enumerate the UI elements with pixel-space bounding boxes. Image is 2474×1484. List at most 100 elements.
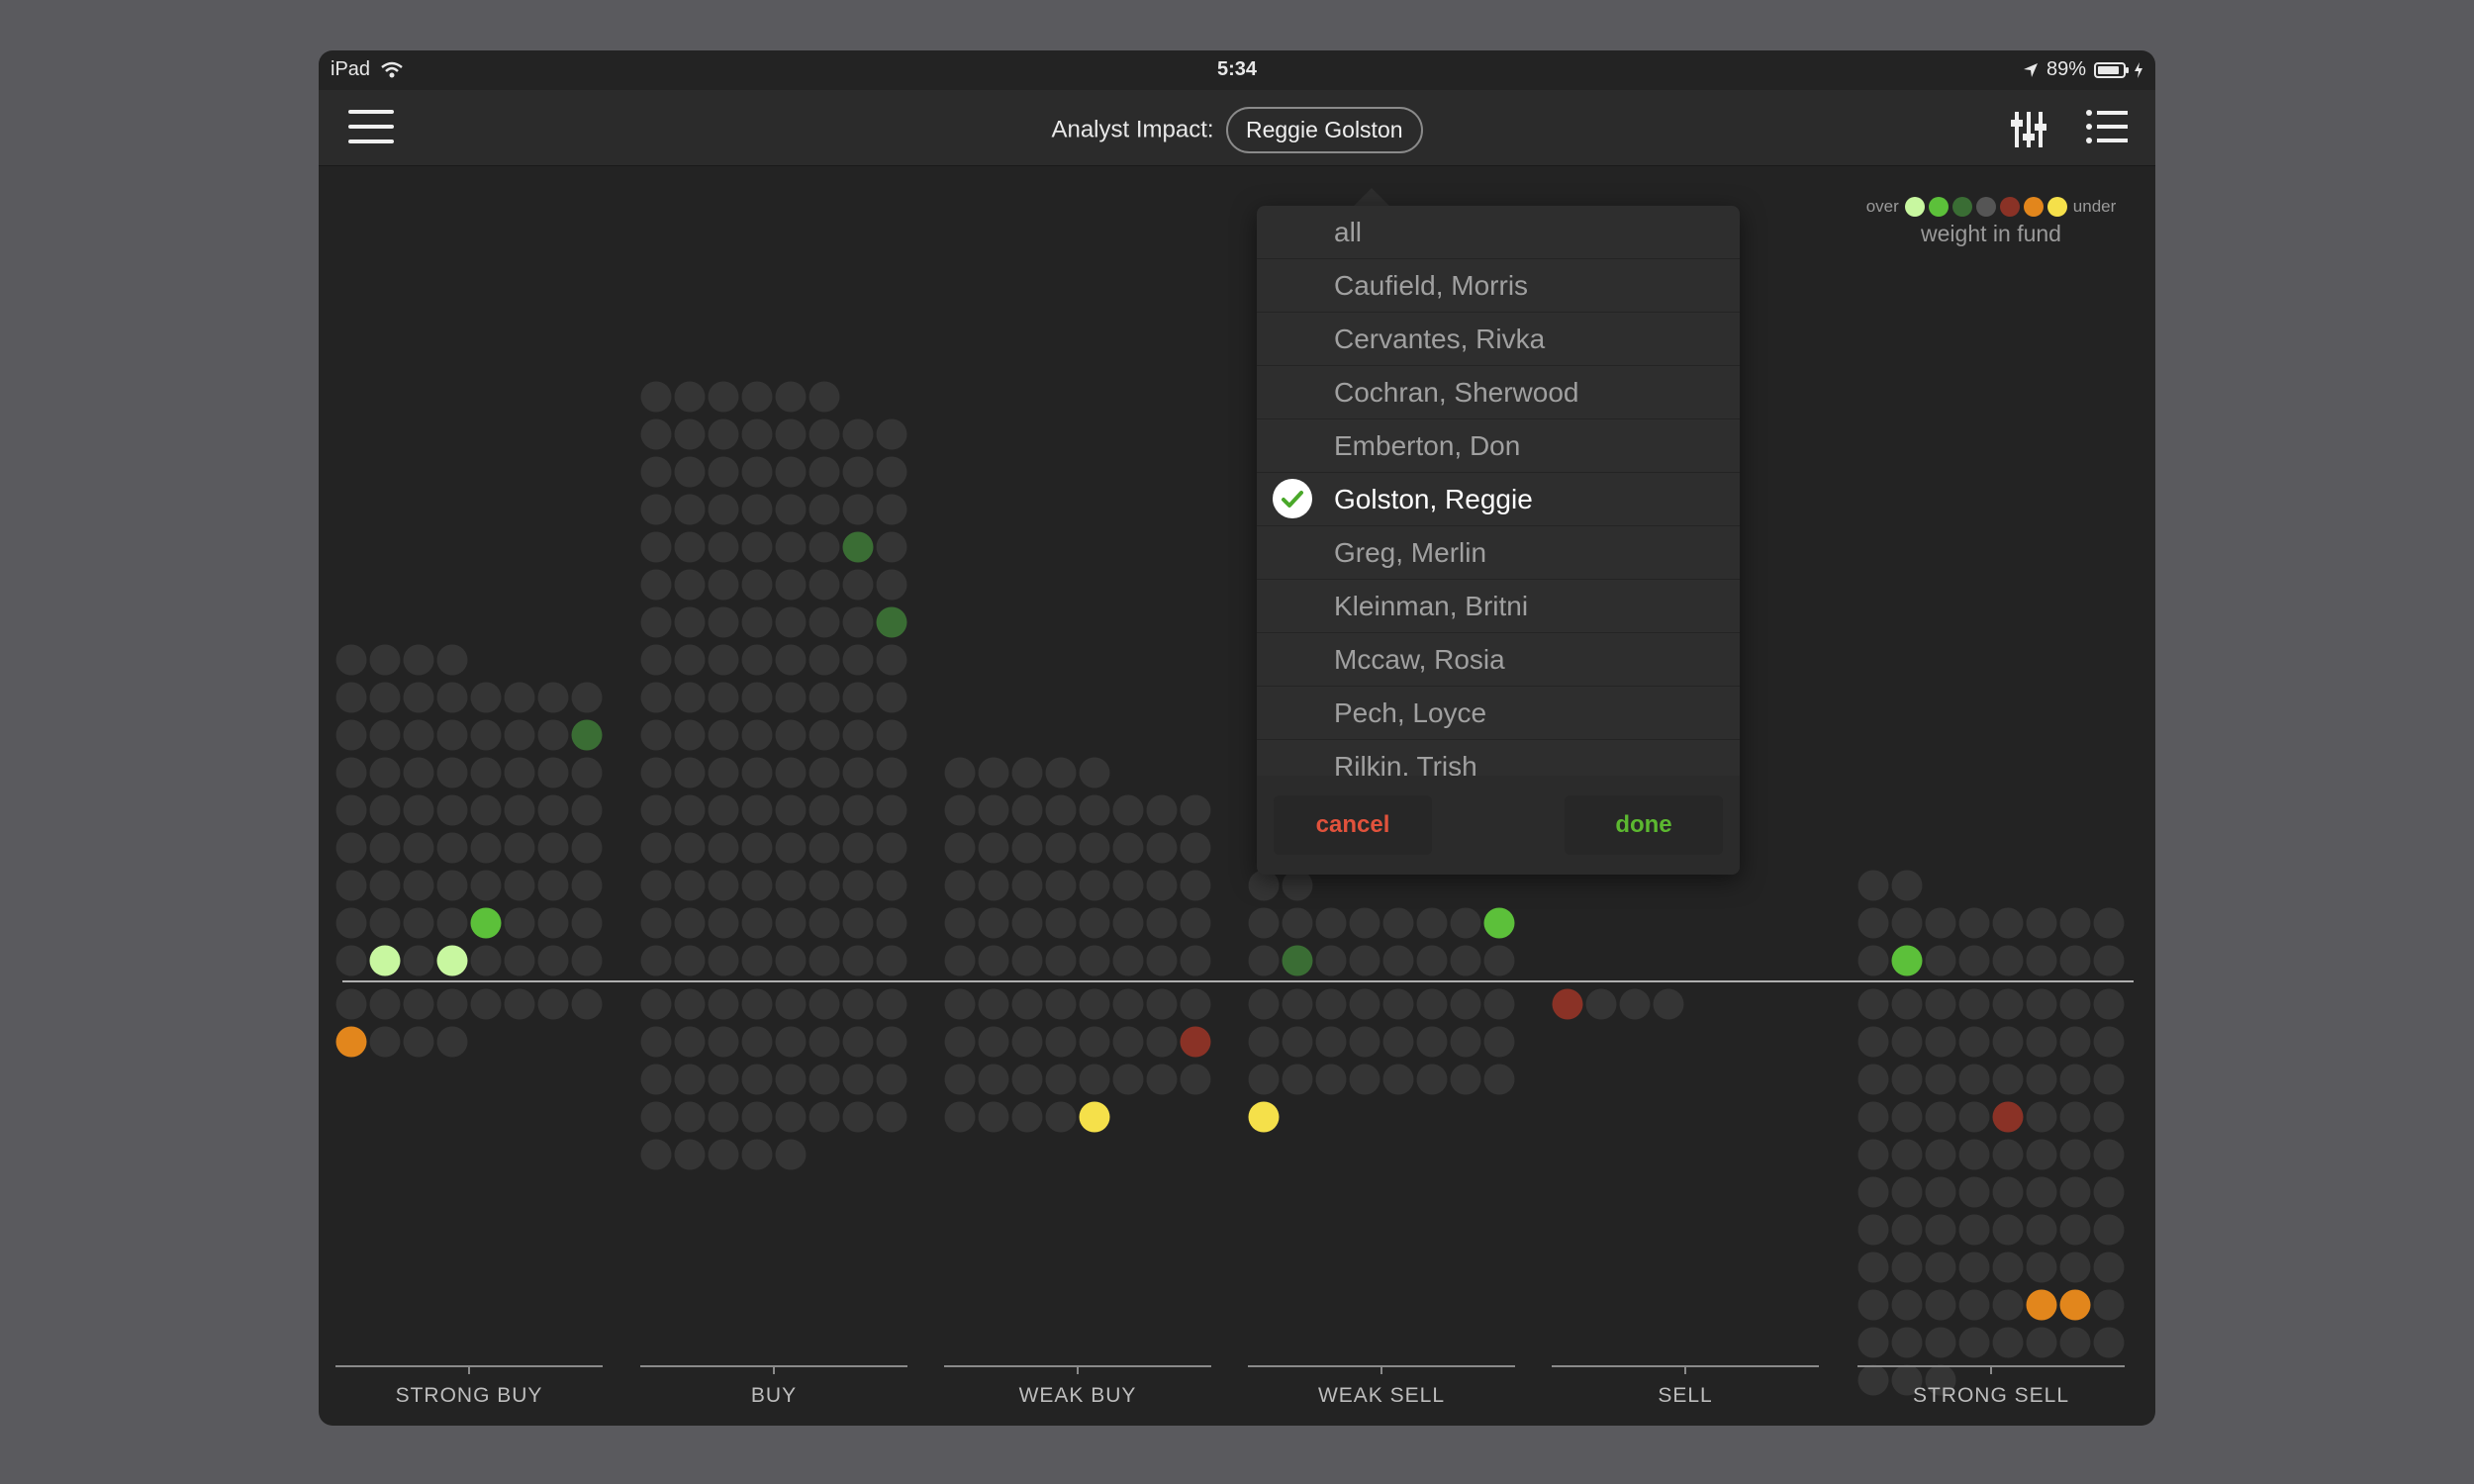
- holding-dot: [842, 1026, 874, 1058]
- holding-dot: [741, 907, 773, 939]
- holding-dot: [809, 1064, 840, 1095]
- holding-dot: [1180, 907, 1211, 939]
- holding-dot: [1146, 832, 1178, 864]
- holding-dot: [335, 945, 367, 976]
- holding-dot: [436, 988, 468, 1020]
- holding-dot: [1112, 870, 1144, 901]
- holding-dot: [1925, 1214, 1956, 1246]
- holding-dot: [504, 907, 535, 939]
- holding-dot: [1146, 988, 1178, 1020]
- holding-dot: [470, 988, 502, 1020]
- holding-dot: [2093, 1289, 2125, 1321]
- cancel-button[interactable]: cancel: [1274, 795, 1432, 855]
- holding-dot: [674, 719, 706, 751]
- holding-dot: [1891, 1364, 1923, 1396]
- holding-dot: [842, 907, 874, 939]
- holding-dot-green: [1891, 945, 1923, 976]
- sliders-icon[interactable]: [2011, 110, 2046, 149]
- legend-color-dot: [1928, 197, 1949, 217]
- holding-dot: [809, 682, 840, 713]
- holding-dot: [640, 606, 672, 638]
- holding-dot: [2026, 1176, 2057, 1208]
- picker-item[interactable]: Mccaw, Rosia: [1257, 633, 1740, 687]
- holding-dot: [470, 757, 502, 788]
- picker-item-label: Pech, Loyce: [1334, 697, 1487, 728]
- holding-dot-green: [1483, 907, 1515, 939]
- holding-dot: [1992, 1026, 2024, 1058]
- holding-dot: [640, 1101, 672, 1133]
- holding-dot: [1315, 1064, 1347, 1095]
- holding-dot: [335, 644, 367, 676]
- holding-dot: [674, 569, 706, 601]
- holding-dot: [571, 870, 603, 901]
- holding-dot: [944, 1101, 976, 1133]
- picker-item[interactable]: Kleinman, Britni: [1257, 580, 1740, 633]
- holding-dot: [1079, 945, 1110, 976]
- holding-dot: [504, 870, 535, 901]
- holding-dot: [741, 606, 773, 638]
- holding-dot: [708, 988, 739, 1020]
- holding-dot: [2026, 1214, 2057, 1246]
- holding-dot: [1282, 907, 1313, 939]
- holding-dot: [1079, 907, 1110, 939]
- holding-dot: [1248, 870, 1280, 901]
- holding-dot: [978, 832, 1009, 864]
- holding-dot: [369, 719, 401, 751]
- holding-dot-red: [1552, 988, 1583, 1020]
- holding-dot: [335, 832, 367, 864]
- picker-item[interactable]: all: [1257, 206, 1740, 259]
- holding-dot: [1180, 988, 1211, 1020]
- holding-dot: [1146, 794, 1178, 826]
- holding-dot: [1958, 988, 1990, 1020]
- holding-dot: [674, 606, 706, 638]
- picker-item[interactable]: Golston, Reggie: [1257, 473, 1740, 526]
- holding-dot: [1382, 907, 1414, 939]
- picker-item[interactable]: Caufield, Morris: [1257, 259, 1740, 313]
- picker-item[interactable]: Rilkin, Trish: [1257, 740, 1740, 776]
- menu-icon[interactable]: [348, 110, 394, 143]
- holding-dot: [1180, 870, 1211, 901]
- holding-dot: [674, 418, 706, 450]
- holding-dot: [1857, 1176, 1889, 1208]
- holding-dot: [504, 794, 535, 826]
- holding-dot: [1891, 1026, 1923, 1058]
- holding-dot: [1011, 988, 1043, 1020]
- holding-dot: [1958, 907, 1990, 939]
- holding-dot: [842, 945, 874, 976]
- holding-dot: [2093, 1176, 2125, 1208]
- holding-dot: [369, 644, 401, 676]
- holding-dot: [640, 988, 672, 1020]
- holding-dot: [978, 1026, 1009, 1058]
- picker-item[interactable]: Cochran, Sherwood: [1257, 366, 1740, 419]
- done-button[interactable]: done: [1565, 795, 1723, 855]
- picker-footer: cancel done: [1257, 776, 1740, 875]
- picker-item[interactable]: Emberton, Don: [1257, 419, 1740, 473]
- holding-dot: [842, 1101, 874, 1133]
- holding-dot: [1653, 988, 1684, 1020]
- holding-dot: [809, 531, 840, 563]
- picker-item[interactable]: Pech, Loyce: [1257, 687, 1740, 740]
- holding-dot: [741, 719, 773, 751]
- holding-dot: [775, 757, 807, 788]
- holding-dot: [674, 682, 706, 713]
- holding-dot: [775, 870, 807, 901]
- picker-item[interactable]: Greg, Merlin: [1257, 526, 1740, 580]
- picker-item-label: Rilkin, Trish: [1334, 751, 1477, 776]
- holding-dot: [1925, 907, 1956, 939]
- analyst-selector-button[interactable]: Reggie Golston: [1225, 107, 1423, 153]
- picker-item[interactable]: Cervantes, Rivka: [1257, 313, 1740, 366]
- holding-dot: [674, 757, 706, 788]
- holding-dot: [2026, 1064, 2057, 1095]
- holding-dot: [944, 1026, 976, 1058]
- category-label: STRONG SELL: [1913, 1384, 2069, 1407]
- list-icon[interactable]: [2086, 110, 2128, 143]
- holding-dot: [1483, 945, 1515, 976]
- analyst-picker-list[interactable]: all Caufield, Morris Cervantes, Rivka Cochr…: [1257, 206, 1740, 776]
- holding-dot: [571, 945, 603, 976]
- holding-dot: [2093, 907, 2125, 939]
- holding-dot: [1925, 1139, 1956, 1170]
- holding-dot: [403, 1026, 434, 1058]
- holding-dot: [674, 1101, 706, 1133]
- holding-dot: [1958, 1064, 1990, 1095]
- holding-dot: [842, 418, 874, 450]
